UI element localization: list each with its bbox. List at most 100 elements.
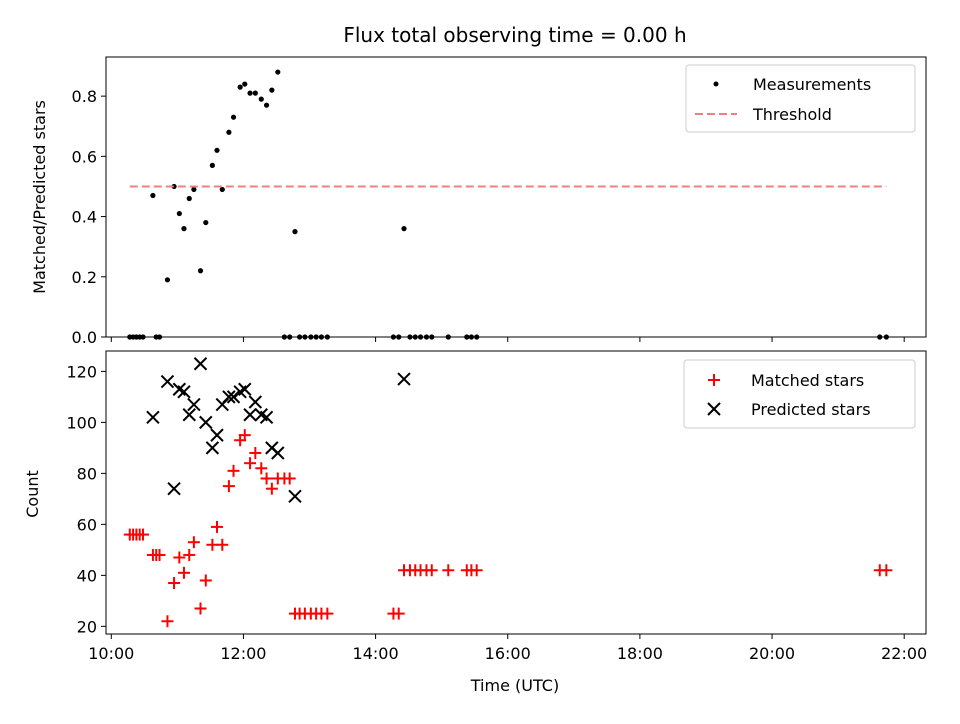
measurement-point: [164, 277, 171, 283]
matched-stars-point: [187, 536, 200, 549]
measurement-point: [263, 102, 270, 108]
measurement-point: [275, 69, 281, 75]
legend-measurements-marker: [713, 81, 719, 87]
bottom-y-ticks: 20 40 60 80 100 120: [66, 362, 106, 636]
bottom-legend-box: [683, 359, 916, 429]
measurement-point: [219, 186, 225, 193]
matched-stars-point: [470, 564, 483, 577]
predicted-stars-point: [271, 446, 285, 460]
matched-stars-point: [244, 457, 257, 470]
matched-stars-point: [177, 566, 190, 579]
top-y-tick-label: 0.2: [72, 268, 97, 287]
predicted-stars-point: [222, 390, 236, 404]
measurement-point: [150, 192, 156, 199]
matched-stars-point: [216, 538, 229, 551]
measurement-point: [258, 96, 264, 102]
predicted-stars-point: [193, 357, 208, 371]
predicted-stars-point: [248, 395, 263, 409]
top-y-tick-label: 0.0: [72, 328, 97, 347]
top-panel: Flux total observing time = 0.00 h Match…: [30, 23, 927, 347]
bottom-y-tick-label: 60: [77, 515, 97, 534]
bottom-panel: Count Time (UTC) 20 40 60 80 100 120 10:00 12:…: [23, 350, 927, 695]
matched-stars-point: [255, 462, 268, 475]
measurement-point: [191, 186, 197, 193]
measurement-point: [252, 90, 258, 96]
legend-matched-marker: [708, 374, 720, 386]
measurement-point: [230, 114, 237, 120]
measurement-point: [269, 87, 275, 93]
bottom-y-tick-label: 80: [77, 464, 97, 483]
x-tick-label: 16:00: [485, 644, 531, 663]
predicted-stars-point: [182, 408, 196, 422]
measurement-point: [401, 226, 407, 232]
measurement-point: [214, 147, 220, 153]
matched-stars-point: [283, 472, 296, 485]
top-y-tick-label: 0.6: [72, 147, 97, 166]
matched-stars-point: [137, 528, 150, 541]
bottom-y-tick-label: 20: [77, 617, 97, 636]
top-y-tick-label: 0.4: [72, 208, 97, 227]
matched-stars-point: [442, 564, 455, 577]
measurement-point: [186, 195, 192, 202]
predicted-stars-point: [146, 410, 160, 424]
predicted-stars-point: [397, 372, 411, 386]
x-tick-label: 10:00: [88, 644, 134, 663]
predicted-stars-point: [226, 390, 241, 404]
measurement-point: [237, 84, 243, 90]
matched-stars-point: [173, 551, 186, 564]
matched-stars-point: [183, 548, 196, 561]
matched-stars-point: [168, 577, 181, 590]
x-tick-label: 18:00: [617, 644, 663, 663]
top-y-tick-label: 0.8: [72, 87, 97, 106]
top-y-ticks: 0.0 0.2 0.4 0.6 0.8: [72, 87, 106, 347]
matched-stars-point: [199, 574, 212, 587]
measurement-point: [292, 229, 298, 235]
top-x-ticks: [110, 337, 905, 342]
matched-stars-point: [211, 520, 224, 533]
measurement-point: [171, 183, 177, 190]
bottom-legend: Matched stars Predicted stars: [683, 359, 916, 429]
x-tick-label: 20:00: [749, 644, 795, 663]
predicted-stars-point: [210, 428, 224, 442]
predicted-stars-point: [238, 382, 252, 396]
bottom-y-tick-label: 100: [66, 413, 97, 432]
top-legend-box: [685, 64, 916, 133]
legend-threshold-label: Threshold: [752, 105, 832, 124]
matched-stars-point: [238, 429, 251, 442]
x-tick-label: 14:00: [353, 644, 399, 663]
predicted-stars-point: [288, 489, 302, 504]
bottom-y-tick-label: 40: [77, 566, 97, 585]
measurement-point: [226, 129, 232, 135]
bottom-y-tick-label: 120: [66, 362, 97, 381]
matched-stars-point: [194, 602, 207, 615]
matched-stars-point: [227, 464, 240, 477]
bottom-x-axis-label: Time (UTC): [470, 676, 559, 695]
legend-matched-label: Matched stars: [751, 371, 864, 390]
predicted-stars-point: [187, 397, 201, 412]
bottom-x-ticks: 10:00 12:00 14:00 16:00 18:00 20:00 22:00: [88, 634, 927, 663]
legend-predicted-label: Predicted stars: [751, 400, 871, 419]
predicted-stars-point: [243, 408, 257, 422]
measurement-point: [242, 81, 248, 87]
measurement-point: [203, 219, 209, 226]
predicted-stars-point: [199, 415, 213, 430]
matched-stars-point: [880, 564, 893, 577]
matched-stars-point: [425, 564, 438, 577]
measurement-point: [181, 226, 187, 232]
measurement-point: [176, 210, 182, 217]
matched-stars-point: [222, 480, 235, 493]
x-tick-label: 22:00: [881, 644, 927, 663]
matched-stars-point: [249, 446, 262, 459]
top-legend: Measurements Threshold: [685, 64, 916, 133]
bottom-marks: [123, 357, 893, 628]
measurement-point: [247, 90, 253, 96]
predicted-stars-point: [259, 410, 274, 424]
measurement-point: [197, 268, 204, 274]
matched-stars-point: [260, 472, 273, 485]
measurement-point: [209, 162, 215, 168]
legend-predicted-marker: [707, 402, 721, 416]
matched-stars-point: [153, 548, 166, 561]
top-plot-frame: [105, 56, 927, 338]
matched-stars-point: [265, 482, 278, 495]
